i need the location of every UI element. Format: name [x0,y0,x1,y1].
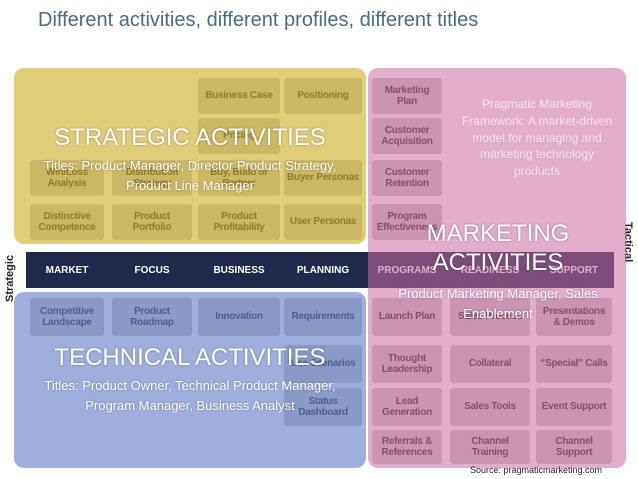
group-titles: Titles: Product Manager, Director Produc… [43,158,337,194]
group-heading: MARKETING ACTIVITIES [426,220,570,276]
framework-note: Pragmatic Marketing Framework: A market-… [461,97,613,179]
band-label: MARKET [45,264,89,276]
group-heading: STRATEGIC ACTIVITIES [54,124,326,151]
technical-overlay [14,292,366,468]
group-titles: Titles: Product Owner, Technical Product… [44,378,336,414]
marketing-overlay [368,68,626,468]
slide-title: Different activities, different profiles… [38,9,479,31]
strategic-overlay [14,68,366,244]
band-label: BUSINESS [213,264,265,276]
band-label: FOCUS [134,264,170,276]
group-titles: Product Marketing Manager, Sales Enablem… [398,286,598,322]
group-heading: TECHNICAL ACTIVITIES [54,344,326,371]
source: Source: pragmaticmarketing.com [470,465,603,475]
band-label: PLANNING [296,264,350,276]
